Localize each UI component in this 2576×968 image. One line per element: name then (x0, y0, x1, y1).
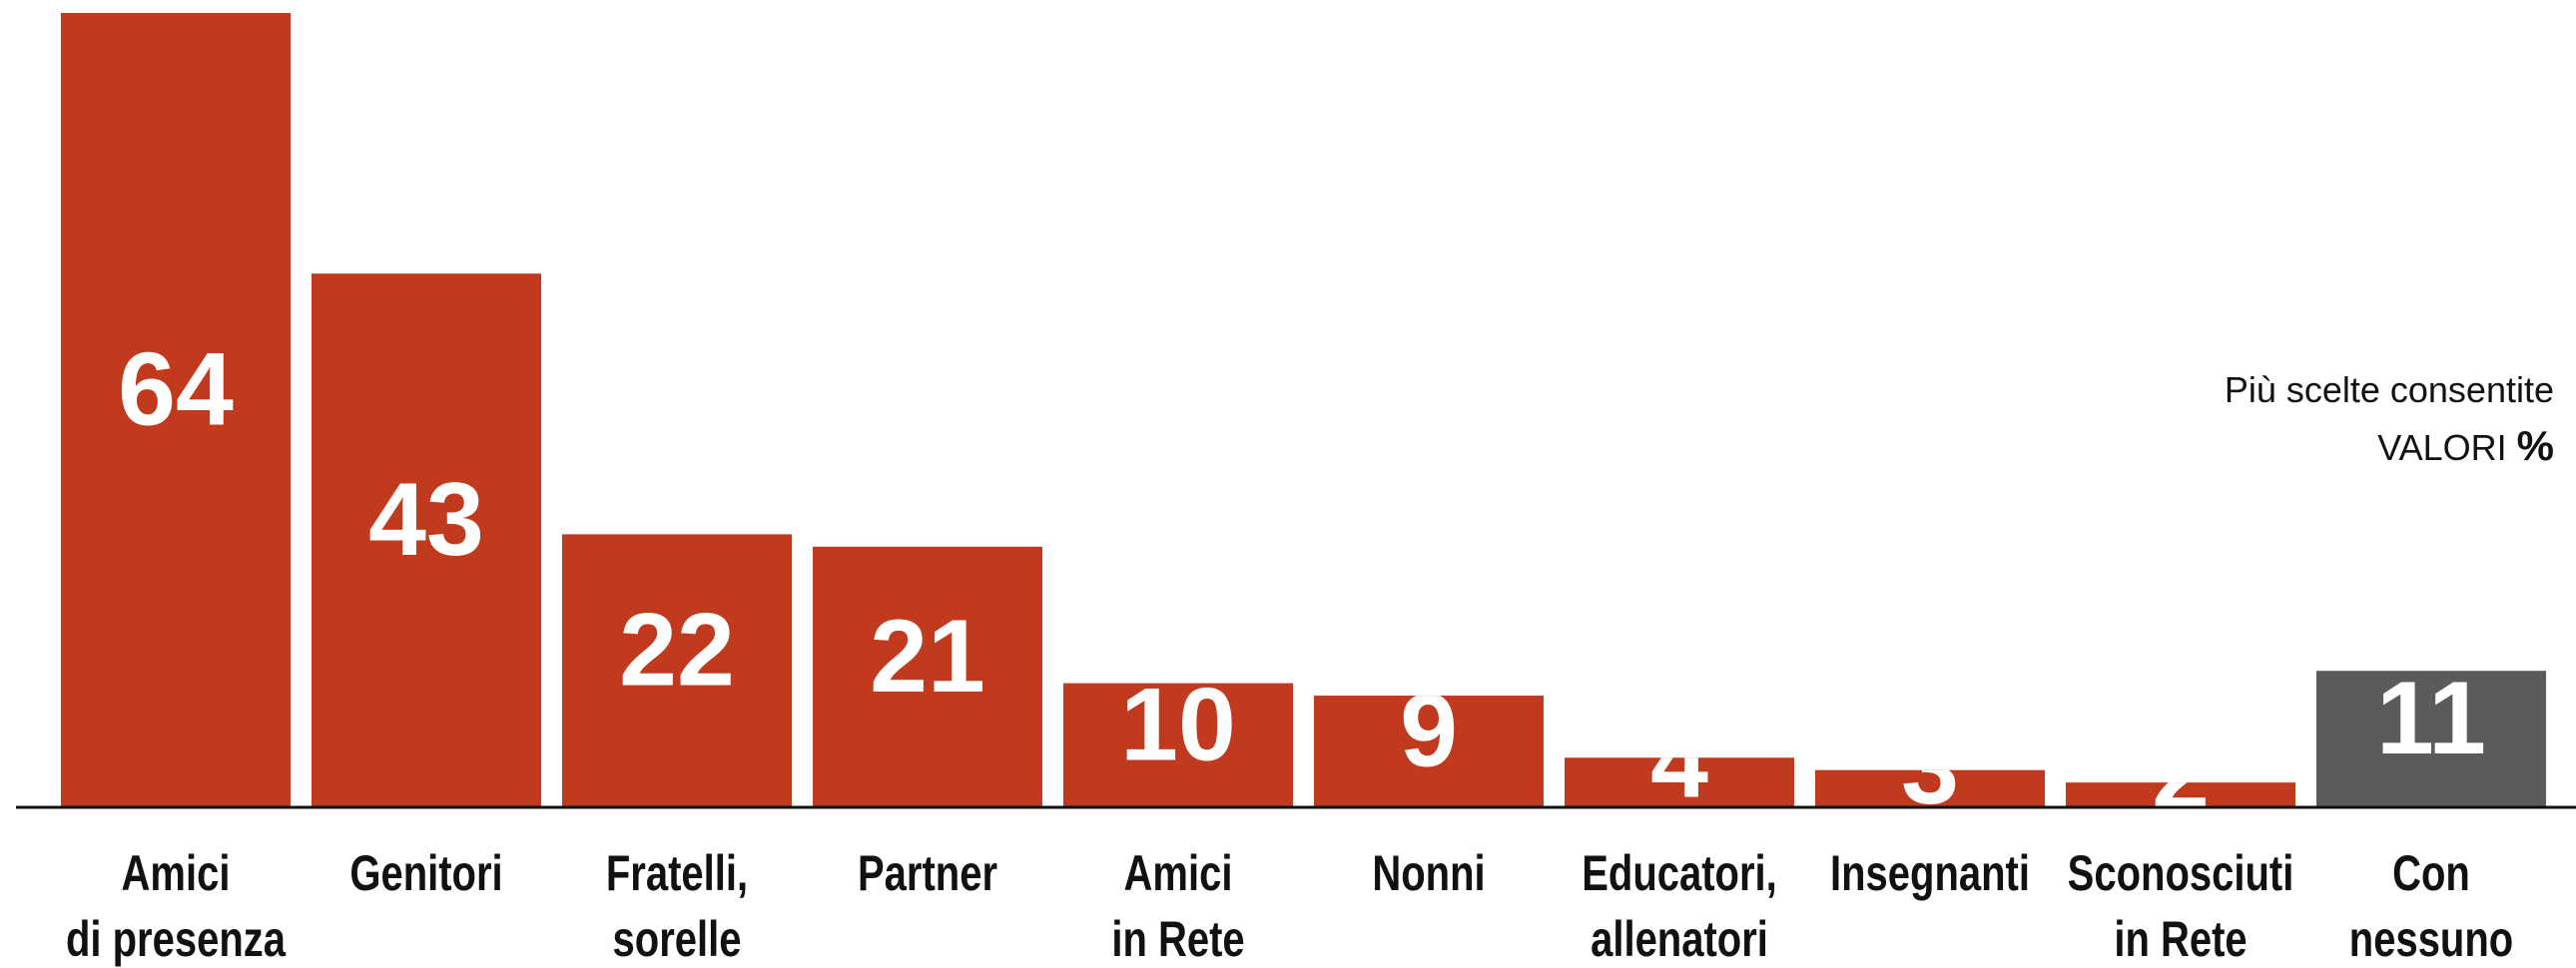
bar (1815, 769, 2045, 807)
x-tick-label: in Rete (1111, 911, 1244, 967)
unit: % (2517, 422, 2554, 469)
x-tick-label: nessuno (2349, 911, 2513, 967)
bar (562, 534, 792, 807)
bar (1314, 696, 1544, 807)
bar (61, 13, 291, 807)
x-tick-label: Nonni (1372, 845, 1485, 901)
x-tick-label: di presenza (66, 911, 287, 967)
bar (1063, 683, 1293, 807)
bar (312, 273, 541, 807)
bar (2316, 671, 2546, 807)
x-tick-label: allenatori (1591, 911, 1768, 967)
x-tick-label: Genitori (349, 845, 502, 901)
value-label: 64 (118, 331, 234, 447)
value-label: 11 (2376, 661, 2486, 776)
unit-note-text: VALORI (2377, 427, 2506, 468)
unit-note: VALORI % (2377, 422, 2554, 469)
value-label: 21 (870, 599, 985, 715)
bar (2066, 782, 2295, 807)
bar (1565, 757, 1794, 807)
value-label: 9 (1400, 674, 1458, 789)
x-tick-label: Sconosciuti (2068, 845, 2294, 901)
value-label: 2 (2152, 717, 2210, 832)
x-tick-label: sorelle (613, 911, 742, 967)
value-label: 10 (1120, 667, 1236, 782)
x-tick-label: Fratelli, (606, 845, 748, 901)
x-tick-label: Educatori, (1582, 845, 1777, 901)
x-tick-label: Amici (1124, 845, 1233, 901)
value-label: 4 (1650, 705, 1708, 820)
note: Più scelte consentite (2225, 369, 2554, 410)
value-label: 3 (1901, 711, 1959, 826)
x-tick-label: in Rete (2114, 911, 2247, 967)
x-tick-label: Con (2392, 845, 2470, 901)
x-tick-label: Insegnanti (1830, 845, 2030, 901)
value-label: 22 (619, 593, 735, 709)
x-tick-label: Amici (122, 845, 231, 901)
value-label: 43 (368, 462, 484, 578)
bar (813, 546, 1042, 807)
x-tick-label: Partner (858, 845, 997, 901)
